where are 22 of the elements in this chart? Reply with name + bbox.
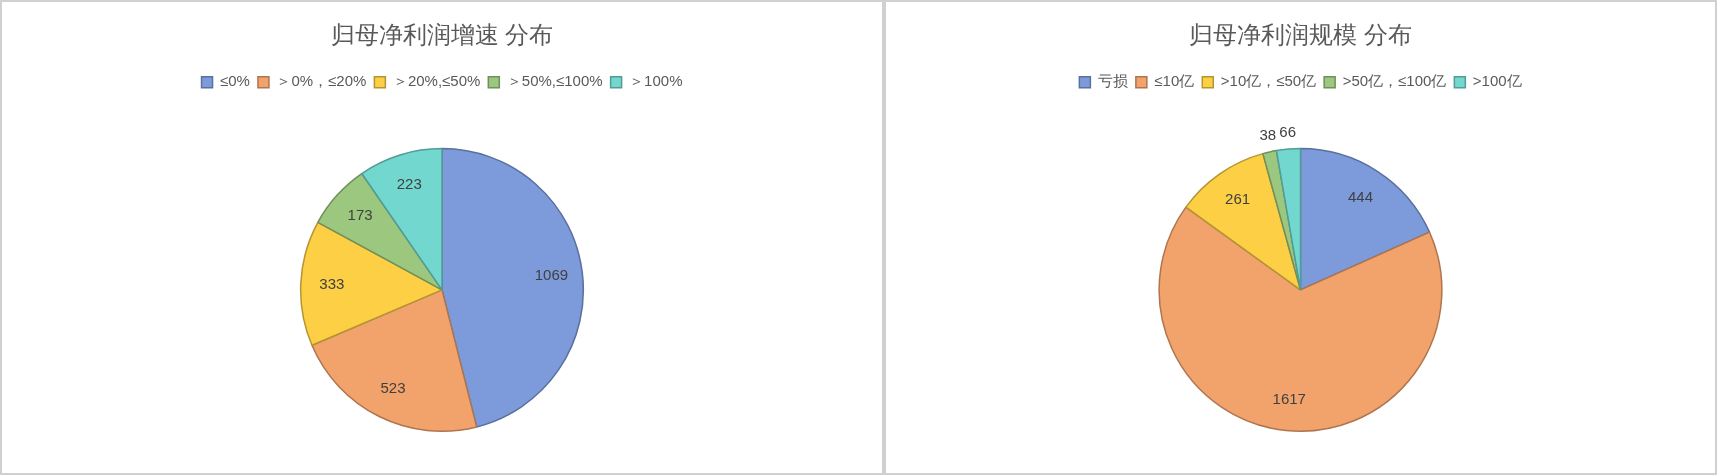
legend-label: 亏损 (1097, 72, 1128, 90)
legend-label: ≤0% (220, 72, 250, 90)
chart-title: 归母净利润增速 分布 (330, 21, 554, 49)
data-label: 173 (347, 206, 373, 224)
data-label: 333 (319, 274, 345, 292)
legend-label: >50亿，≤100亿 (1342, 72, 1447, 90)
legend-label: ＞20%,≤50% (392, 72, 481, 90)
data-label: 66 (1279, 123, 1297, 141)
data-label: 261 (1225, 189, 1251, 207)
data-label: 38 (1259, 126, 1277, 144)
data-label: 1617 (1272, 389, 1306, 407)
legend-label: ＞100% (629, 72, 683, 90)
legend-label: ＞50%,≤100% (506, 72, 603, 90)
legend-label: ＞0%，≤20% (276, 72, 367, 90)
data-label: 523 (380, 378, 406, 396)
legend-label: >100亿 (1472, 72, 1522, 90)
data-label: 1069 (534, 266, 569, 284)
data-label: 444 (1347, 187, 1373, 205)
legend-label: >10亿，≤50亿 (1220, 72, 1317, 90)
legend-label: ≤10亿 (1154, 72, 1195, 90)
data-label: 223 (396, 174, 422, 192)
chart-title: 归母净利润规模 分布 (1189, 21, 1412, 49)
